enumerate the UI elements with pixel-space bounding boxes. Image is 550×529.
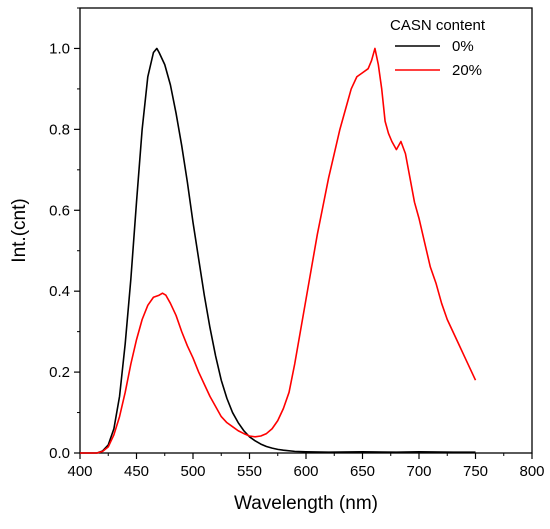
x-tick-label: 400 [67,463,92,480]
x-tick-label: 650 [350,463,375,480]
x-tick-label: 700 [406,463,431,480]
series-line-20pct [80,47,477,454]
series-line-0pct [80,47,476,454]
legend-label-0pct: 0% [452,38,474,55]
y-axis-label: Int.(cnt) [9,198,30,262]
y-tick-label: 0.2 [49,364,70,381]
y-tick-label: 1.0 [49,40,70,57]
y-tick-label: 0.4 [49,283,70,300]
x-axis-ticks: 400 450 500 550 600 650 700 750 800 [67,453,545,480]
y-tick-label: 0.8 [49,121,70,138]
x-tick-label: 800 [519,463,544,480]
x-tick-label: 450 [124,463,149,480]
legend-title: CASN content [390,17,486,34]
x-axis-label: Wavelength (nm) [234,493,378,514]
legend-label-20pct: 20% [452,62,482,79]
y-axis-ticks: 0.0 0.2 0.4 0.6 0.8 1.0 [49,7,80,462]
x-tick-label: 550 [237,463,262,480]
x-tick-label: 600 [293,463,318,480]
y-tick-label: 0.0 [49,445,70,462]
series-lines [80,47,477,454]
y-tick-label: 0.6 [49,202,70,219]
x-tick-label: 750 [463,463,488,480]
x-tick-label: 500 [180,463,205,480]
legend: CASN content 0% 20% [390,17,486,79]
